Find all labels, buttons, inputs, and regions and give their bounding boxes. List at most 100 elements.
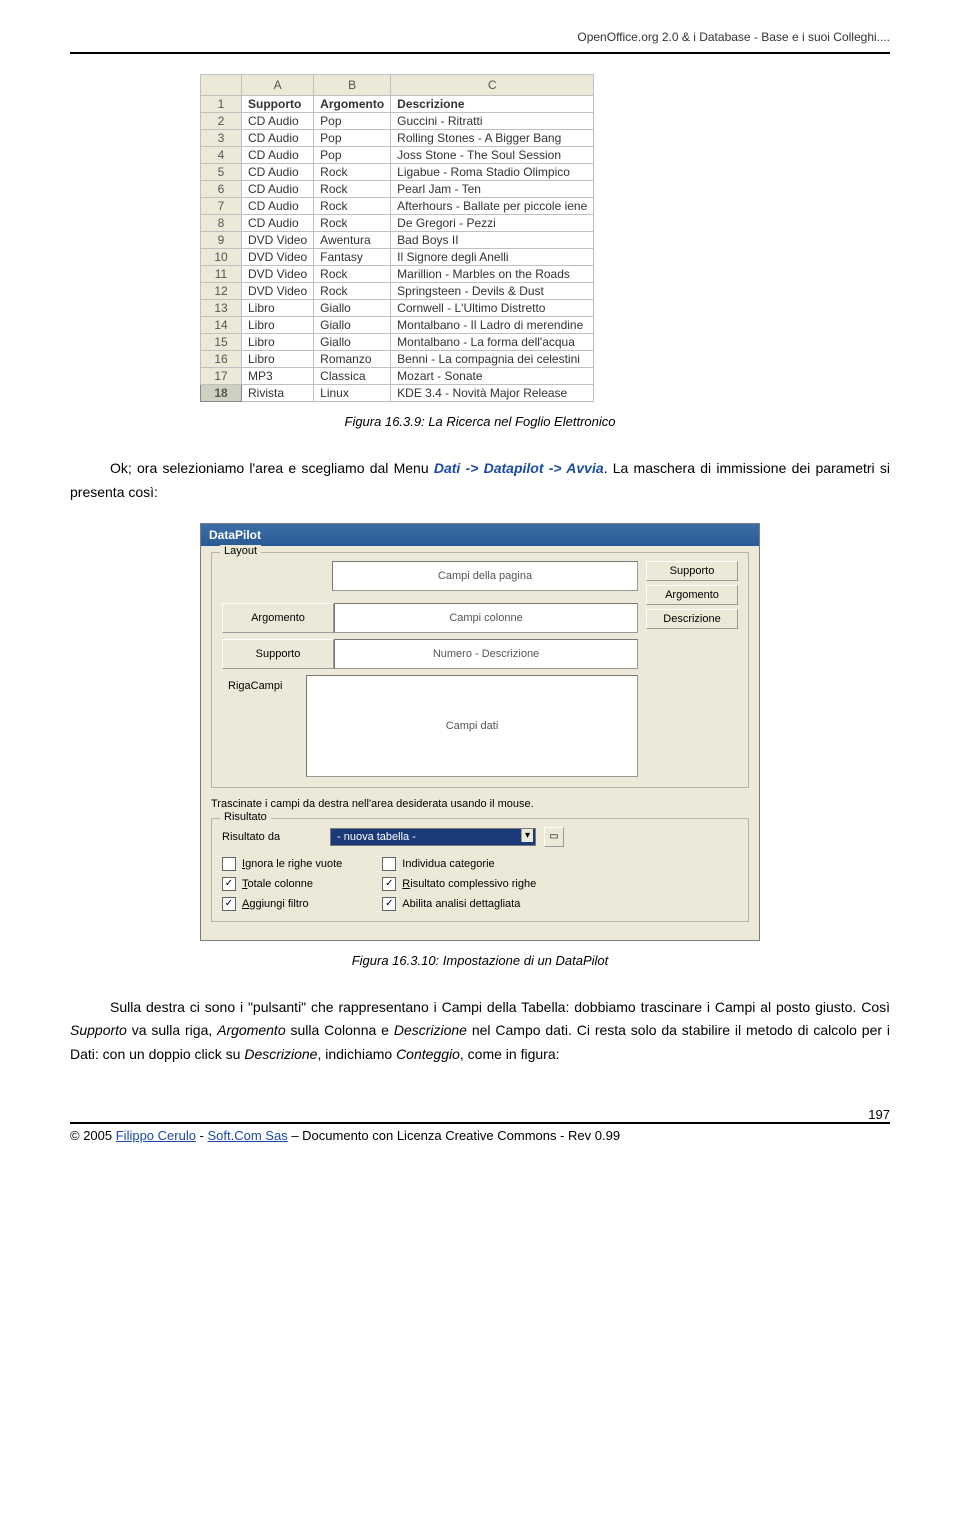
row-header: 12 — [201, 283, 242, 300]
cell: DVD Video — [242, 266, 314, 283]
paragraph-1: Ok; ora selezioniamo l'area e scegliamo … — [70, 457, 890, 505]
page-footer: 197 © 2005 Filippo Cerulo - Soft.Com Sas… — [70, 1107, 890, 1143]
data-fields-zone[interactable]: Campi dati — [306, 675, 638, 777]
cell: Giallo — [314, 334, 391, 351]
checkbox-icon[interactable] — [382, 897, 396, 911]
cell: Afterhours - Ballate per piccole iene — [391, 198, 594, 215]
value-field-zone[interactable]: Numero - Descrizione — [334, 639, 638, 669]
row-header: 8 — [201, 215, 242, 232]
cell: Montalbano - La forma dell'acqua — [391, 334, 594, 351]
checkbox-icon[interactable] — [222, 857, 236, 871]
cell: Awentura — [314, 232, 391, 249]
row-header: 1 — [201, 96, 242, 113]
cell: Marillion - Marbles on the Roads — [391, 266, 594, 283]
cell: Libro — [242, 334, 314, 351]
cell: Argomento — [314, 96, 391, 113]
result-select[interactable]: - nuova tabella - — [330, 828, 536, 846]
cell: Romanzo — [314, 351, 391, 368]
spreadsheet-figure: A B C 1SupportoArgomentoDescrizione2CD A… — [200, 74, 760, 402]
shrink-button[interactable]: ▭ — [544, 827, 564, 847]
cell: KDE 3.4 - Novità Major Release — [391, 385, 594, 402]
checkbox-label: Totale colonne — [242, 878, 313, 890]
cell: Rock — [314, 283, 391, 300]
supporto-field-slot[interactable]: Supporto — [222, 639, 334, 669]
cell: DVD Video — [242, 232, 314, 249]
checkbox-row[interactable]: Individua categorie — [382, 857, 536, 871]
layout-group: Layout Campi della pagina Argomento Camp… — [211, 552, 749, 788]
cell: CD Audio — [242, 130, 314, 147]
page-fields-zone[interactable]: Campi della pagina — [332, 561, 638, 591]
checkbox-icon[interactable] — [382, 857, 396, 871]
page-number: 197 — [70, 1107, 890, 1122]
checkbox-label: Risultato complessivo righe — [402, 878, 536, 890]
cell: Rolling Stones - A Bigger Bang — [391, 130, 594, 147]
figure-caption-1: Figura 16.3.9: La Ricerca nel Foglio Ele… — [70, 414, 890, 429]
cell: Pop — [314, 147, 391, 164]
row-header: 16 — [201, 351, 242, 368]
row-header: 7 — [201, 198, 242, 215]
cell: DVD Video — [242, 249, 314, 266]
cell: Fantasy — [314, 249, 391, 266]
cell: Classica — [314, 368, 391, 385]
checkbox-row[interactable]: Abilita analisi dettagliata — [382, 897, 536, 911]
col-header-b: B — [314, 75, 391, 96]
cell: Libro — [242, 317, 314, 334]
cell: Benni - La compagnia dei celestini — [391, 351, 594, 368]
checkbox-row[interactable]: Totale colonne — [222, 877, 342, 891]
cell: MP3 — [242, 368, 314, 385]
cell: Libro — [242, 351, 314, 368]
cell: Rock — [314, 181, 391, 198]
row-header: 14 — [201, 317, 242, 334]
cell: Libro — [242, 300, 314, 317]
cell: Cornwell - L'Ultimo Distretto — [391, 300, 594, 317]
row-header: 5 — [201, 164, 242, 181]
cell: Springsteen - Devils & Dust — [391, 283, 594, 300]
row-header: 18 — [201, 385, 242, 402]
footer-author-link[interactable]: Filippo Cerulo — [116, 1128, 196, 1143]
footer-company-link[interactable]: Soft.Com Sas — [208, 1128, 288, 1143]
cell: CD Audio — [242, 147, 314, 164]
layout-group-label: Layout — [220, 545, 261, 557]
col-header-c: C — [391, 75, 594, 96]
cell: CD Audio — [242, 164, 314, 181]
field-btn-supporto[interactable]: Supporto — [646, 561, 738, 581]
argomento-field-slot[interactable]: Argomento — [222, 603, 334, 633]
cell: Rock — [314, 164, 391, 181]
dialog-titlebar: DataPilot — [201, 524, 759, 546]
page-header: OpenOffice.org 2.0 & i Database - Base e… — [70, 30, 890, 44]
cell: DVD Video — [242, 283, 314, 300]
cell: CD Audio — [242, 181, 314, 198]
spreadsheet-table: A B C 1SupportoArgomentoDescrizione2CD A… — [200, 74, 594, 402]
datapilot-figure: DataPilot Layout Campi della pagina Argo… — [200, 523, 760, 941]
field-btn-argomento[interactable]: Argomento — [646, 585, 738, 605]
row-header: 17 — [201, 368, 242, 385]
footer-sep: - — [196, 1128, 208, 1143]
cell: CD Audio — [242, 113, 314, 130]
checkbox-row[interactable]: Ignora le righe vuote — [222, 857, 342, 871]
column-fields-zone[interactable]: Campi colonne — [334, 603, 638, 633]
drag-hint-text: Trascinate i campi da destra nell'area d… — [211, 798, 749, 810]
row-header: 13 — [201, 300, 242, 317]
cell: Guccini - Ritratti — [391, 113, 594, 130]
cell: Pop — [314, 130, 391, 147]
cell: Bad Boys II — [391, 232, 594, 249]
checkbox-row[interactable]: Risultato complessivo righe — [382, 877, 536, 891]
field-btn-descrizione[interactable]: Descrizione — [646, 609, 738, 629]
checkbox-label: Ignora le righe vuote — [242, 858, 342, 870]
datapilot-dialog: DataPilot Layout Campi della pagina Argo… — [200, 523, 760, 941]
footer-tail: – Documento con Licenza Creative Commons… — [288, 1128, 620, 1143]
row-header: 10 — [201, 249, 242, 266]
checkbox-icon[interactable] — [382, 877, 396, 891]
cell: Linux — [314, 385, 391, 402]
cell: Rock — [314, 215, 391, 232]
cell: Ligabue - Roma Stadio Olimpico — [391, 164, 594, 181]
cell: Il Signore degli Anelli — [391, 249, 594, 266]
checkbox-icon[interactable] — [222, 877, 236, 891]
result-group: Risultato Risultato da - nuova tabella -… — [211, 818, 749, 922]
result-group-label: Risultato — [220, 811, 271, 823]
cell: Rock — [314, 198, 391, 215]
checkbox-row[interactable]: Aggiungi filtro — [222, 897, 342, 911]
cell: Pearl Jam - Ten — [391, 181, 594, 198]
checkbox-icon[interactable] — [222, 897, 236, 911]
footer-copyright: © 2005 — [70, 1128, 116, 1143]
